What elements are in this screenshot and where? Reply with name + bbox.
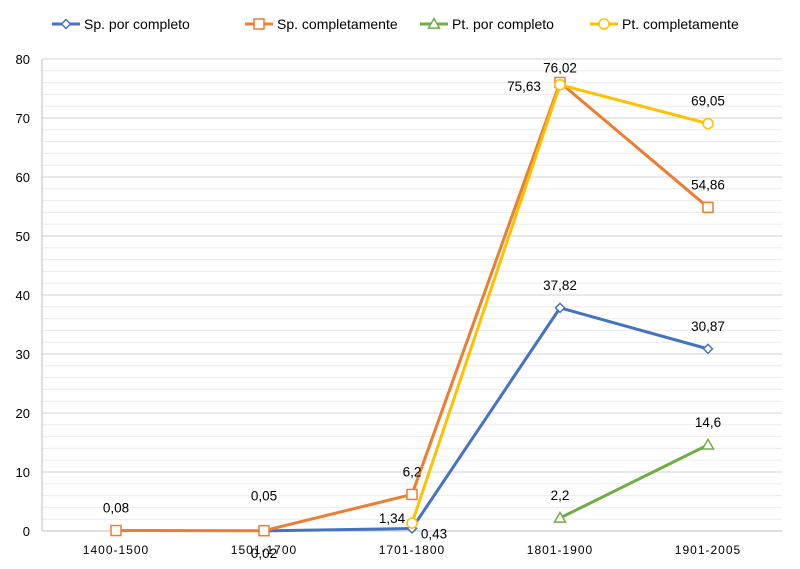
data-labels: 0,02 0,43 37,82 30,87 0,08 0,05 6,2 76,02 54,86 2…	[103, 60, 725, 560]
legend-item-0: Sp. por completo	[52, 16, 190, 32]
series-1	[110, 76, 714, 537]
data-label: 6,2	[403, 464, 422, 479]
legend-marker	[598, 18, 610, 30]
data-point-marker	[258, 524, 270, 537]
series-3	[406, 79, 714, 529]
data-label: 69,05	[691, 94, 725, 109]
y-tick-label: 80	[16, 52, 30, 67]
x-tick-label: 1801-1900	[527, 543, 593, 557]
data-label: 0,43	[421, 526, 447, 541]
data-point-marker	[553, 511, 567, 523]
y-tick-label: 70	[16, 111, 30, 126]
legend-marker	[427, 16, 441, 29]
data-point-marker	[406, 517, 418, 529]
legend-marker	[253, 18, 265, 30]
data-label: 37,82	[543, 278, 577, 293]
data-label: 0,05	[251, 489, 277, 504]
data-point-marker	[701, 437, 715, 450]
series-0	[258, 302, 714, 537]
legend-marker	[60, 18, 72, 30]
legend: Sp. por completo Sp. completamente Pt. por…	[52, 16, 739, 32]
y-tick-label: 50	[16, 229, 30, 244]
data-point-marker	[702, 117, 714, 130]
data-label: 2,2	[551, 488, 570, 503]
x-tick-label: 1901-2005	[675, 543, 741, 557]
legend-item-2: Pt. por completo	[420, 16, 554, 32]
data-point-marker	[554, 79, 566, 91]
data-point-marker	[702, 343, 714, 355]
data-label: 54,86	[691, 177, 725, 192]
legend-label: Sp. completamente	[277, 16, 398, 32]
x-tick-label: 1701-1800	[379, 543, 445, 557]
data-point-marker	[554, 302, 566, 314]
data-label: 76,02	[543, 60, 577, 75]
y-tick-label: 0	[23, 524, 30, 539]
legend-label: Pt. completamente	[622, 16, 739, 32]
data-point-marker	[110, 524, 122, 537]
y-tick-label: 10	[16, 465, 30, 480]
series-line	[559, 443, 709, 520]
data-label: 30,87	[691, 319, 725, 334]
axes: 0 10 20 30 40 50 60 70 80 1400-1500 1501-1700 1701-…	[16, 52, 782, 557]
series-line	[263, 306, 709, 533]
legend-label: Pt. por completo	[452, 16, 554, 32]
x-tick-label: 1400-1500	[83, 543, 149, 557]
x-tick-label: 1501-1700	[231, 543, 297, 557]
data-label: 14,6	[695, 415, 721, 430]
data-label: 75,63	[507, 79, 541, 94]
data-label: 0,02	[251, 546, 277, 561]
y-tick-label: 40	[16, 288, 30, 303]
y-tick-label: 60	[16, 170, 30, 185]
data-label: 0,08	[103, 501, 129, 516]
data-label: 1,34	[379, 511, 406, 526]
legend-item-3: Pt. completamente	[590, 16, 739, 32]
y-tick-label: 30	[16, 347, 30, 362]
data-point-marker	[406, 488, 418, 501]
gridlines	[42, 58, 782, 532]
series-lines	[110, 76, 715, 537]
legend-label: Sp. por completo	[84, 16, 190, 32]
series-2	[553, 437, 715, 523]
data-point-marker	[702, 201, 714, 214]
y-tick-label: 20	[16, 406, 30, 421]
legend-item-1: Sp. completamente	[245, 16, 398, 32]
